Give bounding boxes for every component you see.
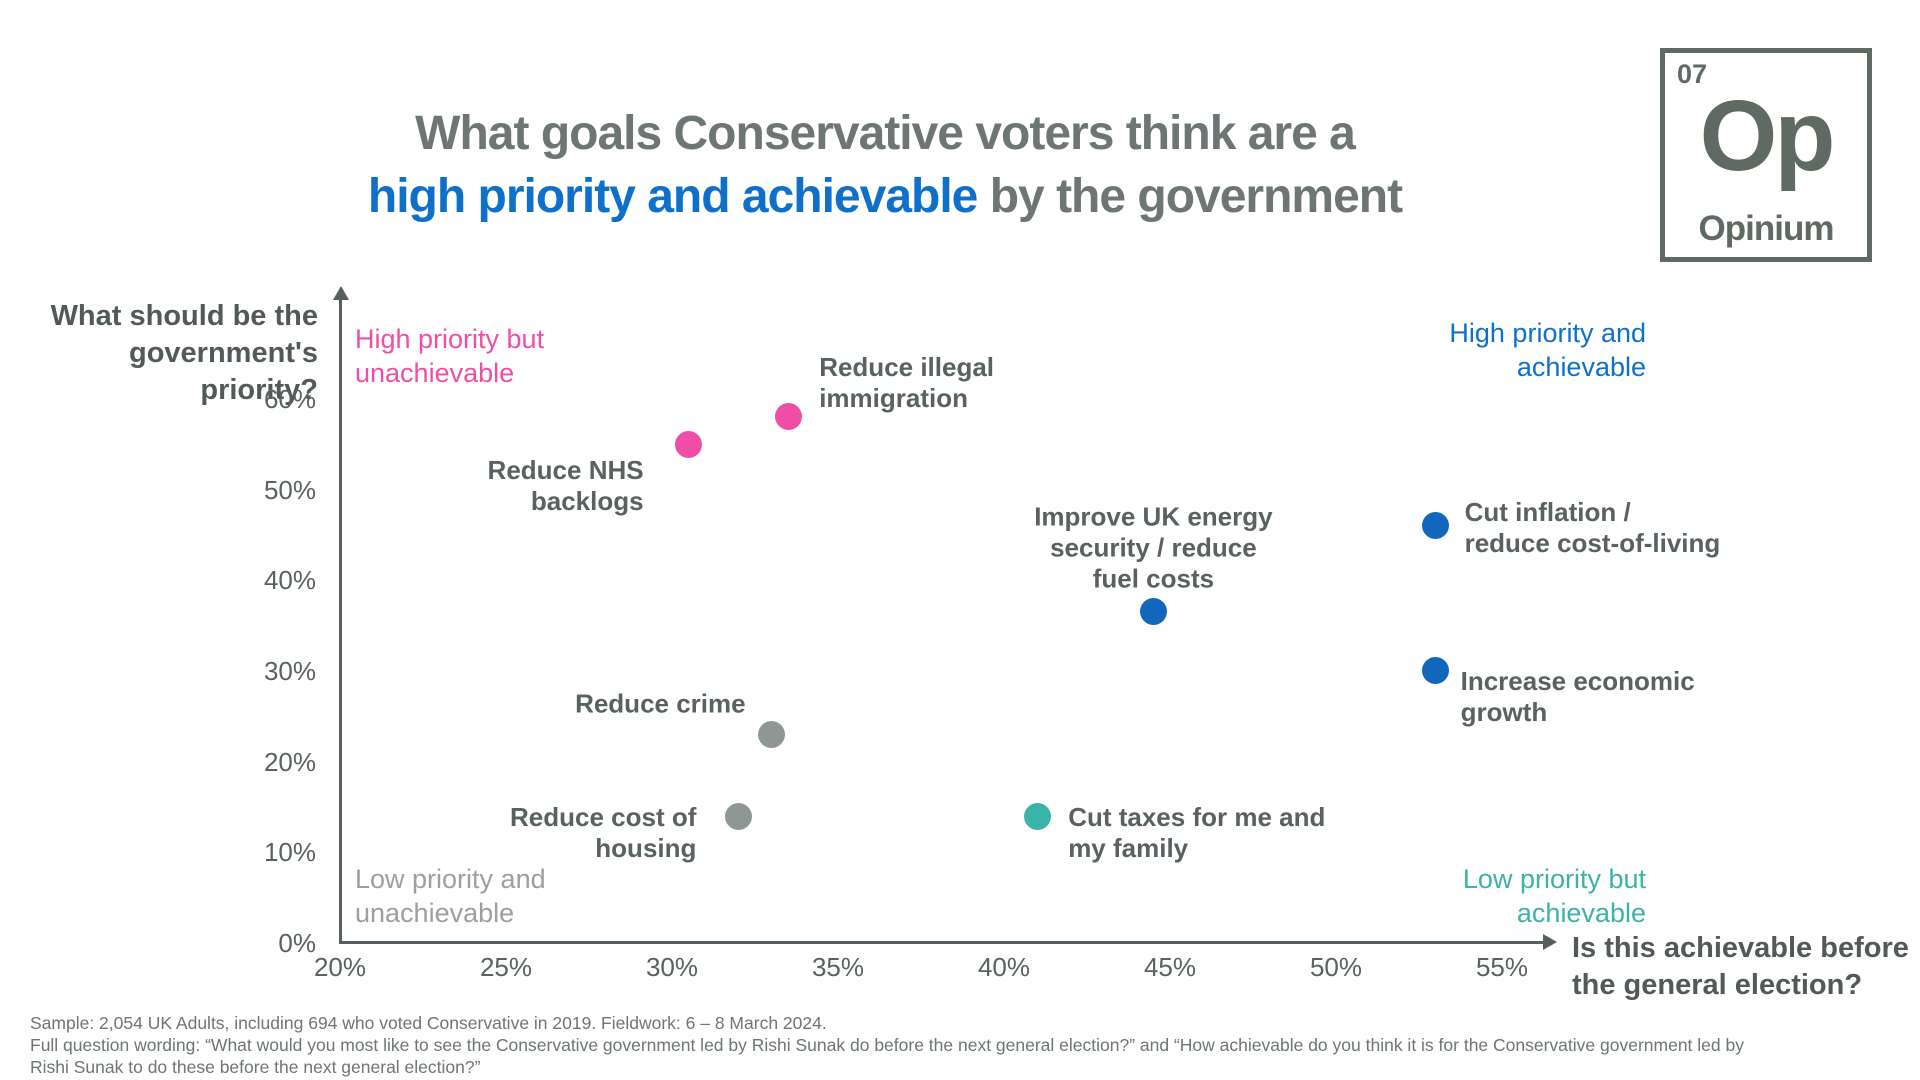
x-tick-label: 30% (645, 952, 699, 982)
x-tick-label: 25% (479, 952, 533, 982)
logo-symbol: Op (1699, 80, 1836, 192)
point-label: Cut taxes for me and my family (1068, 802, 1326, 864)
y-tick-label: 10% (263, 837, 316, 868)
logo-name: Opinium (1698, 209, 1835, 248)
data-point[interactable] (1422, 657, 1450, 685)
y-axis-line (339, 298, 342, 944)
x-axis-title: Is this achievable before the general el… (1572, 932, 1909, 1001)
point-label: Increase economic growth (1460, 665, 1695, 727)
x-axis-arrow-icon (1543, 934, 1557, 950)
quadrant-label: Low priority and unachievable (355, 864, 546, 928)
question-wording-line2: Rishi Sunak to do these before the next … (30, 1057, 481, 1077)
logo-number: 07 (1677, 59, 1708, 89)
question-wording-line1: Full question wording: “What would you m… (30, 1035, 1744, 1055)
y-axis-title: What should be the government's priority… (50, 300, 318, 406)
x-tick-label: 50% (1309, 952, 1363, 982)
point-label: Cut inflation / reduce cost-of-living (1464, 496, 1721, 558)
quadrant-label: High priority and achievable (1449, 318, 1646, 382)
x-axis-line (340, 941, 1545, 944)
x-tick-label: 45% (1143, 952, 1197, 982)
y-tick-label: 20% (263, 746, 316, 777)
point-label: Improve UK energy security / reduce fuel… (1034, 501, 1273, 594)
data-point[interactable] (724, 802, 752, 830)
point-label: Reduce crime (575, 688, 746, 719)
data-point[interactable] (758, 720, 786, 748)
source-note: Sample: 2,054 UK Adults, including 694 w… (30, 1012, 1910, 1078)
y-tick-label: 50% (263, 474, 316, 505)
quadrant-label: Low priority but achievable (1462, 864, 1646, 928)
x-tick-label: 20% (313, 952, 367, 982)
chart-title-highlight: high priority and achievable (367, 170, 978, 223)
data-point[interactable] (774, 403, 802, 431)
y-tick-label: 60% (263, 383, 316, 414)
sample-note: Sample: 2,054 UK Adults, including 694 w… (30, 1013, 827, 1033)
point-label: Reduce illegal immigration (819, 351, 995, 413)
chart-title-rest: by the government (977, 170, 1403, 223)
y-axis-arrow-icon (333, 286, 349, 300)
chart-title: What goals Conservative voters think are… (0, 102, 1770, 228)
point-label: Reduce NHS backlogs (487, 455, 644, 517)
y-tick-label: 30% (263, 655, 316, 686)
data-point[interactable] (1139, 598, 1167, 626)
opinium-logo: 07 Op Opinium (1660, 48, 1872, 262)
quadrant-label: High priority but unachievable (355, 324, 545, 388)
y-tick-label: 40% (263, 565, 316, 596)
y-tick-label: 0% (278, 928, 316, 958)
x-tick-label: 55% (1475, 952, 1529, 982)
chart-title-line2: high priority and achievable by the gove… (0, 165, 1770, 228)
chart-title-line1: What goals Conservative voters think are… (415, 107, 1356, 160)
x-tick-label: 40% (977, 952, 1031, 982)
data-point[interactable] (1023, 802, 1051, 830)
data-point[interactable] (1422, 512, 1450, 540)
data-point[interactable] (675, 430, 703, 458)
point-label: Reduce cost of housing (510, 802, 697, 864)
x-tick-label: 35% (811, 952, 865, 982)
